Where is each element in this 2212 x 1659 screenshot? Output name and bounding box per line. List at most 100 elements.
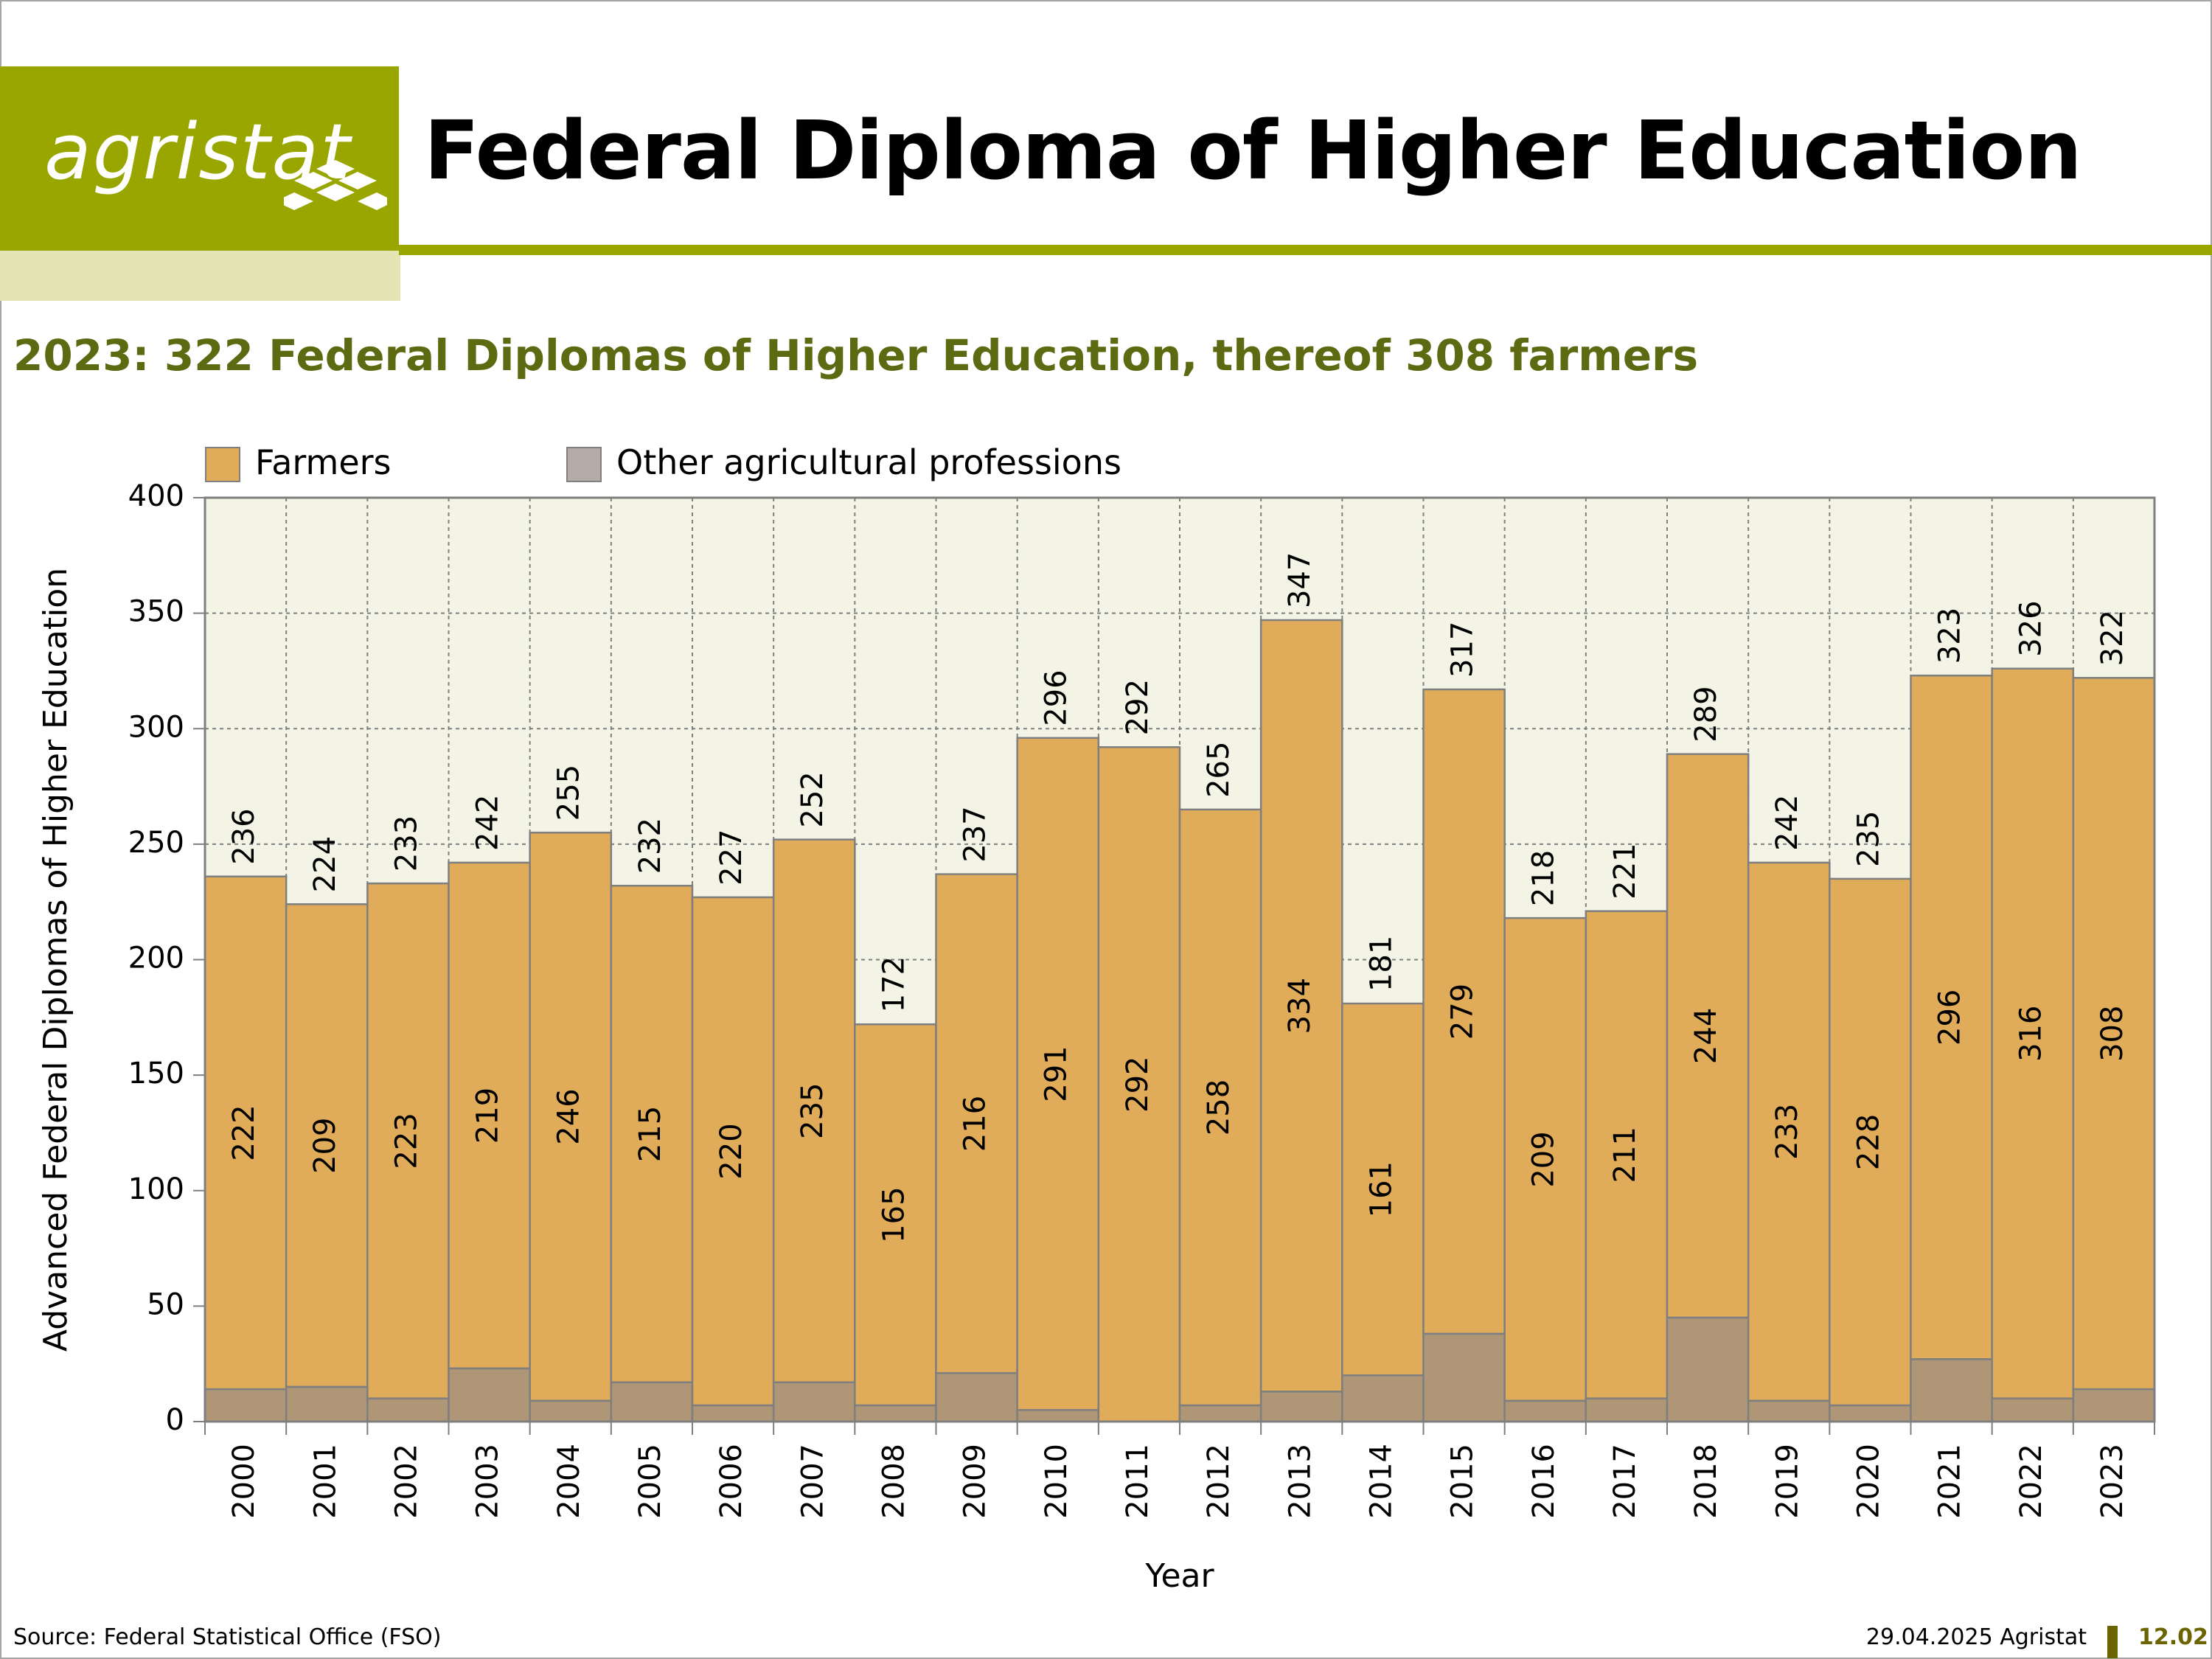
data-label-farmers: 334 [1283, 978, 1317, 1034]
bar-other [1829, 1404, 1912, 1423]
data-label-farmers: 258 [1202, 1079, 1236, 1135]
x-tick-label: 2018 [1689, 1444, 1723, 1519]
bar-farmers [854, 1023, 937, 1407]
x-tick-label: 2002 [389, 1444, 423, 1519]
x-tick-label: 2014 [1364, 1444, 1398, 1519]
data-label-farmers: 209 [308, 1117, 342, 1173]
data-label-farmers: 219 [471, 1088, 505, 1144]
page-subtitle: 2023: 322 Federal Diplomas of Higher Edu… [13, 330, 1699, 380]
bar-farmers [285, 903, 369, 1388]
x-tick-label: 2011 [1121, 1444, 1155, 1519]
data-label-farmers: 316 [2014, 1006, 2048, 1062]
bar-other [529, 1399, 613, 1423]
footer-divider [2107, 1626, 2118, 1658]
y-tick-label: 350 [128, 595, 184, 629]
footer-date: 29.04.2025 Agristat [1865, 1624, 2087, 1650]
y-tick-label: 200 [128, 942, 184, 975]
bar-other [1503, 1399, 1587, 1423]
y-tick-label: 100 [128, 1172, 184, 1206]
bar-farmers [935, 873, 1018, 1374]
bar-other [1991, 1397, 2075, 1423]
data-label-farmers: 223 [389, 1113, 423, 1169]
bar-other [1422, 1332, 1506, 1423]
legend-swatch-farmers [205, 447, 240, 482]
data-label-total: 227 [714, 830, 748, 886]
data-label-farmers: 209 [1527, 1131, 1561, 1187]
data-label-farmers: 161 [1364, 1161, 1398, 1217]
x-tick-label: 2015 [1446, 1444, 1480, 1519]
bar-other [448, 1367, 531, 1423]
bar-other [1016, 1409, 1100, 1423]
data-label-total: 235 [1851, 811, 1885, 867]
y-axis-title: Advanced Federal Diplomas of Higher Educ… [37, 568, 74, 1352]
footer-page-code: 12.02 [2138, 1624, 2208, 1650]
data-label-total: 252 [796, 771, 830, 827]
bar-other [2072, 1388, 2156, 1423]
y-tick-label: 300 [128, 710, 184, 744]
y-tick-label: 150 [128, 1057, 184, 1091]
bar-farmers [448, 861, 531, 1370]
data-label-farmers: 222 [227, 1105, 261, 1161]
bar-farmers [1991, 667, 2075, 1399]
bar-farmers [1910, 674, 1993, 1360]
data-label-total: 317 [1446, 622, 1480, 678]
bar-other [610, 1381, 694, 1423]
data-label-farmers: 216 [959, 1096, 992, 1152]
x-tick-label: 2022 [2014, 1444, 2048, 1519]
data-label-total: 218 [1527, 850, 1561, 906]
data-label-total: 322 [2096, 610, 2129, 666]
data-label-farmers: 308 [2096, 1006, 2129, 1062]
legend-swatch-other [566, 447, 602, 482]
x-tick-label: 2010 [1040, 1444, 1074, 1519]
bar-farmers [772, 838, 856, 1383]
data-label-farmers: 235 [796, 1082, 830, 1138]
data-label-total: 347 [1283, 552, 1317, 608]
bar-other [935, 1371, 1018, 1423]
bar-other [366, 1397, 450, 1423]
data-label-total: 181 [1364, 936, 1398, 992]
bar-other [772, 1381, 856, 1423]
x-tick-label: 2009 [959, 1444, 992, 1519]
data-label-total: 296 [1040, 669, 1074, 726]
data-label-farmers: 246 [552, 1088, 586, 1144]
bar-other [1259, 1391, 1343, 1423]
data-label-total: 242 [1770, 795, 1804, 851]
bar-farmers [366, 882, 450, 1399]
data-label-total: 236 [227, 808, 261, 864]
bar-farmers [1747, 861, 1831, 1402]
logo-mark-icon [284, 160, 387, 210]
data-label-total: 289 [1689, 686, 1723, 742]
data-label-total: 221 [1608, 843, 1642, 899]
data-label-farmers: 215 [633, 1106, 667, 1162]
x-axis-title: Year [1144, 1557, 1214, 1595]
data-label-farmers: 228 [1851, 1114, 1885, 1170]
bar-farmers [610, 885, 694, 1383]
bar-other [691, 1404, 775, 1423]
bar-other [1178, 1404, 1262, 1423]
data-label-farmers: 296 [1933, 990, 1967, 1046]
bar-farmers [529, 831, 613, 1402]
data-label-farmers: 211 [1608, 1127, 1642, 1183]
x-tick-label: 2020 [1851, 1444, 1885, 1519]
footer-source: Source: Federal Statistical Office (FSO) [13, 1624, 442, 1650]
bar-other [1341, 1374, 1425, 1423]
data-label-total: 224 [308, 836, 342, 892]
data-label-total: 242 [471, 795, 505, 851]
data-label-total: 265 [1202, 742, 1236, 798]
data-label-total: 233 [389, 815, 423, 872]
x-tick-label: 2019 [1770, 1444, 1804, 1519]
bar-farmers [1585, 910, 1669, 1399]
x-tick-label: 2001 [308, 1444, 342, 1519]
x-tick-label: 2012 [1202, 1444, 1236, 1519]
data-label-farmers: 244 [1689, 1008, 1723, 1064]
data-label-farmers: 220 [714, 1123, 748, 1179]
bar-farmers [204, 875, 288, 1391]
data-label-total: 232 [633, 818, 667, 874]
bar-other [1747, 1399, 1831, 1423]
bar-farmers [1178, 808, 1262, 1407]
data-label-total: 326 [2014, 600, 2048, 656]
data-label-total: 323 [1933, 608, 1967, 664]
y-tick-label: 400 [128, 479, 184, 513]
data-label-farmers: 233 [1770, 1104, 1804, 1160]
